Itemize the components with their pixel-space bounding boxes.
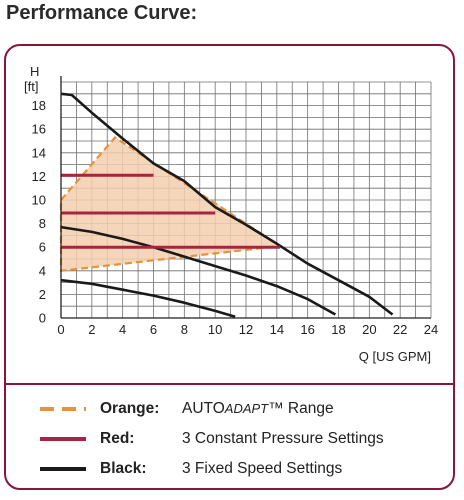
y-tick-label: 8 [39,216,46,231]
fixed-speed-curve [60,225,337,316]
legend-swatch-red [40,437,86,441]
x-tick-label: 20 [362,322,376,337]
legend-item-black: Black: 3 Fixed Speed Settings [40,457,342,481]
legend-swatch-black [40,467,86,471]
y-tick-label: 12 [32,169,46,184]
legend-text-part: 3 Constant Pressure Settings [182,430,384,447]
y-tick-label: 2 [39,287,46,302]
x-tick-label: 14 [270,322,284,337]
legend-item-orange: Orange: AUTOADAPT™ Range [40,397,334,421]
x-tick-label: 4 [119,322,126,337]
x-tick-label: 8 [181,322,188,337]
autoadapt-range-area [59,136,284,273]
page-title: Performance Curve: [6,2,198,24]
y-tick-label: 18 [32,98,46,113]
y-tick-label: 0 [39,311,46,326]
legend-text-part: AUTO [182,400,225,417]
legend-text: AUTOADAPT™ Range [182,400,334,418]
y-tick-label: 10 [32,193,46,208]
chart-frame [4,44,455,490]
x-tick-label: 16 [300,322,314,337]
y-axis-label: H [30,64,39,79]
legend-key: Black: [100,460,147,477]
y-axis-unit: [ft] [24,79,38,94]
x-tick-label: 18 [331,322,345,337]
legend-text-part: ™ Range [268,400,334,417]
legend-key: Orange: [100,400,160,417]
x-tick-label: 0 [57,322,64,337]
x-tick-label: 10 [208,322,222,337]
legend-text-part: 3 Fixed Speed Settings [182,460,343,477]
x-tick-label: 2 [88,322,95,337]
fixed-speed-curve [60,278,236,319]
legend-text: 3 Constant Pressure Settings [182,430,384,448]
y-tick-label: 14 [32,145,46,160]
legend-text: 3 Fixed Speed Settings [182,460,342,478]
y-tick-label: 16 [32,122,46,137]
fixed-speed-curve [60,92,394,316]
x-tick-label: 6 [150,322,157,337]
grid [61,81,432,318]
x-tick-label: 22 [393,322,407,337]
y-tick-label: 4 [39,263,46,278]
x-tick-label: 24 [424,322,438,337]
autoadapt-range-polygon [59,136,284,273]
legend-item-red: Red: 3 Constant Pressure Settings [40,427,384,451]
x-tick-label: 12 [239,322,253,337]
series-lines [60,92,394,319]
legend-divider [4,383,455,385]
legend-swatch-orange [40,407,86,411]
legend-key: Red: [100,430,135,447]
legend-text-part: ADAPT [224,401,269,416]
x-axis-label: Q [US GPM] [359,349,431,364]
y-tick-label: 6 [39,240,46,255]
